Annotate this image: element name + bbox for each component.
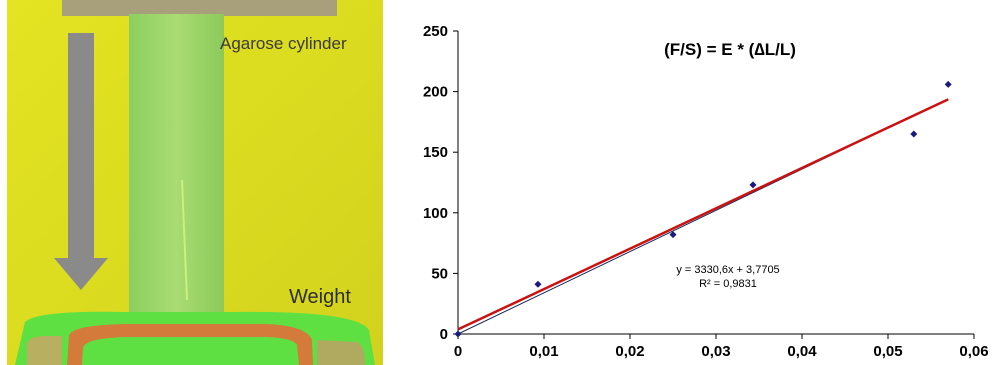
label-agarose-cylinder: Agarose cylinder [220, 34, 347, 53]
data-point [749, 181, 757, 189]
x-tick-label: 0,04 [787, 343, 817, 360]
x-tick-label: 0,03 [701, 343, 730, 360]
weight-base [27, 336, 62, 365]
data-point [944, 80, 952, 88]
arrow-shaft [68, 33, 94, 258]
y-tick-label: 250 [423, 23, 448, 40]
y-axis: 0 50 100 150 200 250 [423, 23, 459, 343]
y-tick-label: 100 [423, 205, 448, 222]
scatter-chart: 0 50 100 150 200 250 0 0,01 0,02 0,03 0,04 0,05 0,0… [423, 23, 989, 360]
x-tick-label: 0 [454, 343, 462, 360]
fit-lines [457, 98, 949, 335]
chart-panel: 0 50 100 150 200 250 0 0,01 0,02 0,03 0,04 0,05 0,0… [390, 0, 1004, 365]
agarose-cylinder [129, 14, 224, 314]
weight-ring [67, 324, 313, 365]
data-point [534, 280, 542, 288]
trendline-r2: R² = 0,9831 [699, 278, 757, 290]
y-tick-label: 0 [440, 326, 448, 343]
cylinder-highlight [181, 179, 188, 301]
x-tick-label: 0,06 [959, 343, 988, 360]
trendline-equation: y = 3330,6x + 3,7705 [676, 264, 779, 276]
chart-title: (F/S) = E * (∆L/L) [664, 40, 796, 59]
label-weight: Weight [289, 286, 351, 308]
x-axis: 0 0,01 0,02 0,03 0,04 0,05 0,06 [454, 333, 989, 360]
y-tick-label: 200 [423, 84, 448, 101]
trendline [457, 98, 949, 331]
experiment-photo: Agarose cylinder Weight [7, 0, 383, 365]
arrow-head [54, 258, 108, 290]
x-tick-label: 0,05 [873, 343, 902, 360]
x-tick-label: 0,02 [615, 343, 644, 360]
data-point [454, 330, 462, 338]
y-tick-label: 150 [423, 144, 448, 161]
weight-base-right [317, 340, 365, 365]
photo-illustration [7, 0, 383, 365]
data-point [669, 231, 677, 239]
x-tick-label: 0,01 [529, 343, 558, 360]
y-tick-label: 50 [431, 265, 448, 282]
data-point [910, 130, 918, 138]
data-points [454, 80, 952, 338]
top-clamp [62, 0, 337, 16]
